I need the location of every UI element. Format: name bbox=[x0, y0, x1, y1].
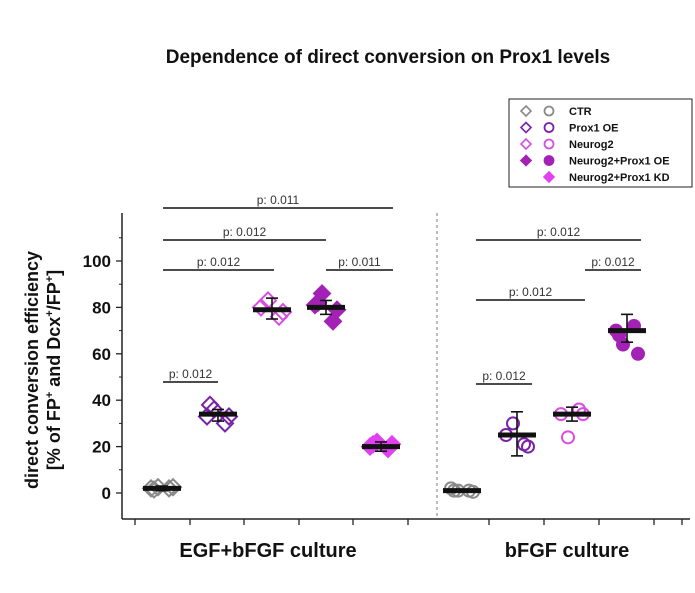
p-value-label: p: 0.012 bbox=[223, 225, 267, 239]
y-axis-label: direct conversion efficiency [% of FP+ a… bbox=[22, 251, 64, 489]
legend-diamond-icon bbox=[542, 170, 556, 184]
data-point bbox=[561, 430, 575, 445]
group-label-bfgf: bFGF culture bbox=[505, 540, 629, 562]
y-tick-label: 60 bbox=[92, 345, 111, 364]
p-value-label: p: 0.012 bbox=[197, 255, 241, 269]
p-value-label: p: 0.012 bbox=[169, 367, 213, 381]
series-5 bbox=[443, 481, 481, 499]
legend-diamond-icon bbox=[519, 121, 533, 134]
data-point bbox=[631, 346, 645, 361]
y-axis-label-line1: direct conversion efficiency bbox=[22, 251, 42, 489]
y-tick-label: 100 bbox=[83, 252, 111, 271]
data-point bbox=[204, 400, 224, 419]
y-ticks: 0 20 40 60 80 100 bbox=[83, 237, 122, 503]
series-0 bbox=[141, 477, 183, 499]
legend-circle-icon bbox=[543, 155, 555, 166]
p-value-label: p: 0.012 bbox=[591, 255, 635, 269]
legend-diamond-icon bbox=[519, 104, 533, 118]
data-marks bbox=[141, 284, 646, 499]
series-3 bbox=[305, 284, 347, 331]
data-point bbox=[506, 416, 520, 431]
data-point bbox=[269, 307, 289, 327]
legend-label: Neurog2+Prox1 OE bbox=[569, 156, 670, 168]
group-label-egf-bfgf: EGF+bFGF culture bbox=[179, 540, 356, 562]
legend-circle-icon bbox=[543, 122, 555, 133]
legend-circle-icon bbox=[543, 105, 555, 117]
legend: CTR Prox1 OE Neurog2 Neurog2+Prox1 OE Neurog… bbox=[508, 98, 693, 188]
p-value-label: p: 0.012 bbox=[482, 369, 526, 383]
p-value-label: p: 0.012 bbox=[509, 285, 553, 299]
data-point bbox=[521, 439, 535, 454]
legend-label: Neurog2+Prox1 KD bbox=[569, 172, 670, 184]
y-tick-label: 80 bbox=[92, 298, 111, 317]
legend-diamond-icon bbox=[519, 154, 533, 167]
series-8 bbox=[608, 313, 646, 361]
series-7 bbox=[553, 402, 591, 445]
data-point bbox=[163, 477, 183, 497]
legend-label: Prox1 OE bbox=[569, 123, 619, 135]
p-value-label: p: 0.012 bbox=[537, 225, 581, 239]
legend-label: CTR bbox=[569, 106, 592, 118]
p-value-label: p: 0.011 bbox=[257, 193, 300, 207]
y-tick-label: 40 bbox=[92, 391, 111, 410]
series-2 bbox=[251, 291, 293, 327]
y-tick-label: 0 bbox=[102, 484, 111, 503]
legend-diamond-icon bbox=[519, 137, 533, 151]
legend-box bbox=[508, 98, 693, 188]
data-point bbox=[251, 297, 271, 317]
y-axis-label-line2: [% of FP+ and Dcx+/FP+] bbox=[44, 270, 64, 470]
y-tick-label: 20 bbox=[92, 438, 111, 457]
data-point bbox=[148, 477, 168, 497]
series-6 bbox=[498, 410, 536, 457]
legend-circle-icon bbox=[543, 138, 555, 150]
chart-title: Dependence of direct conversion on Prox1… bbox=[166, 47, 611, 68]
series-1 bbox=[197, 395, 239, 433]
p-value-label: p: 0.011 bbox=[338, 255, 381, 269]
axes bbox=[121, 213, 690, 525]
legend-label: Neurog2 bbox=[569, 139, 614, 151]
series-4 bbox=[360, 432, 402, 459]
significance-annotations: p: 0.011 p: 0.012 p: 0.012 p: 0.011 p: 0.012… bbox=[163, 193, 641, 385]
